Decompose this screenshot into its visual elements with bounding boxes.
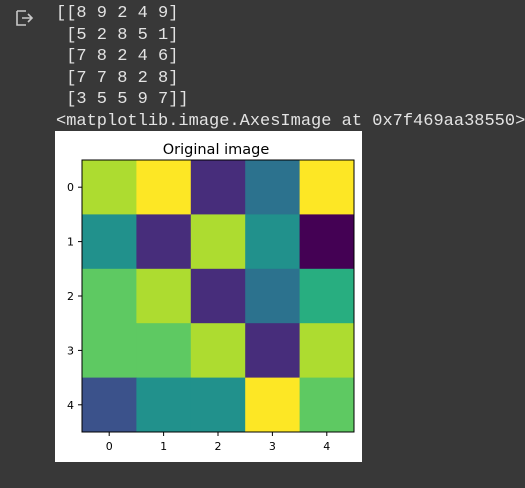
heatmap-cell [190,268,246,324]
y-tick-label: 0 [67,181,74,194]
heatmap-cell [245,160,301,215]
heatmap-cell [190,160,246,215]
y-tick-label: 1 [67,236,74,249]
heatmap-cell [299,268,355,324]
heatmap-cell [245,323,301,379]
heatmap-plot: Original image 0 1 2 3 4 0 1 2 3 4 [67,142,355,453]
heatmap-cell [245,377,301,433]
y-tick-label: 4 [67,399,74,412]
heatmap-cell [136,377,192,433]
x-tick-label: 3 [269,440,276,453]
heatmap-cell [82,160,137,215]
output-line: [7 7 8 2 8] [56,68,179,88]
y-tick-label: 2 [67,290,74,303]
heatmap-cell [190,377,246,433]
heatmap-cell [82,268,137,324]
heatmap-cell [190,323,246,379]
heatmap-cell [299,160,355,215]
heatmap-cell [245,214,301,270]
heatmap-cell [190,214,246,270]
heatmap-cell [82,377,137,433]
y-tick-label: 3 [67,344,74,357]
heatmap-cell [299,214,355,270]
x-tick-label: 0 [106,440,113,453]
cell-output-text: [[8 9 2 4 9] [5 2 8 5 1] [7 8 2 4 6] [7 … [56,3,525,133]
heatmap-cell [82,323,137,379]
heatmap-cell [136,214,192,270]
heatmap-cell [299,323,355,379]
output-repr-line: <matplotlib.image.AxesImage at 0x7f469aa… [56,111,525,131]
heatmap-cell [136,268,192,324]
matplotlib-figure: Original image 0 1 2 3 4 0 1 2 3 4 [55,131,362,462]
heatmap-cell [299,377,355,433]
x-tick-label: 2 [215,440,222,453]
heatmap-cell [245,268,301,324]
output-line: [5 2 8 5 1] [56,25,179,45]
heatmap-cell [136,323,192,379]
heatmap-cell [82,214,137,270]
output-redirect-icon[interactable] [14,8,34,28]
heatmap-cell [136,160,192,215]
output-line: [7 8 2 4 6] [56,47,179,67]
chart-title: Original image [163,142,270,158]
x-tick-label: 1 [160,440,167,453]
output-line: [[8 9 2 4 9] [56,4,179,23]
output-line: [3 5 5 9 7]] [56,90,189,110]
x-tick-label: 4 [323,440,330,453]
